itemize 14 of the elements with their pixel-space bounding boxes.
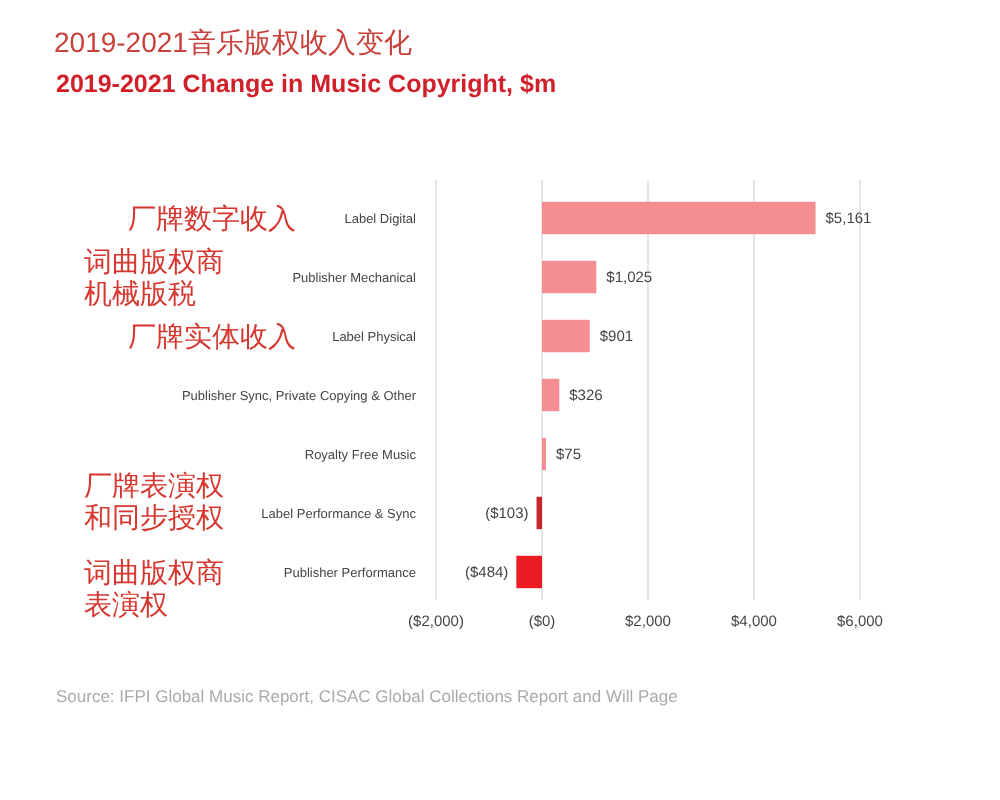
text: 词曲版权商表演权 <box>84 555 224 620</box>
chart-title: 2019-2021音乐版权收入变化 <box>54 26 412 58</box>
source-note: Source: IFPI Global Music Report, CISAC Global Collections Report and Will Page <box>56 686 679 706</box>
bar <box>542 319 590 353</box>
bar <box>536 496 542 530</box>
text: 厂牌实体收入 <box>128 320 296 353</box>
text: 厂牌表演权和同步授权 <box>84 468 224 533</box>
bar <box>516 555 542 589</box>
bar <box>542 201 816 235</box>
bar <box>542 378 560 412</box>
chart-subtitle: 2019-2021 Change in Music Copyright, $m <box>56 70 557 98</box>
text: 词曲版权商机械版税 <box>84 245 224 310</box>
text: 厂牌数字收入 <box>128 202 296 235</box>
bar <box>542 260 597 294</box>
